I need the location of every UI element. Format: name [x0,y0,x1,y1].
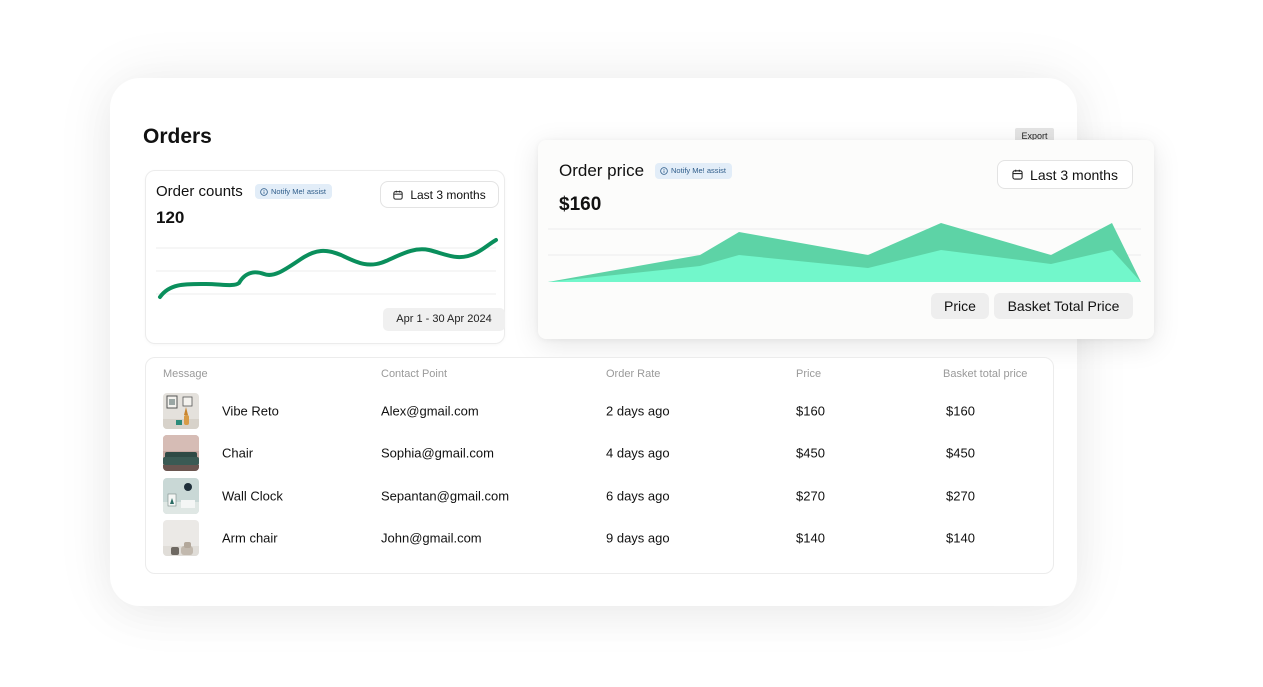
product-name: Wall Clock [222,488,283,504]
column-header-message[interactable]: Message [163,368,208,380]
date-range-chip[interactable]: Apr 1 - 30 Apr 2024 [383,308,505,331]
price-area [548,250,1141,282]
legend-price[interactable]: Price [931,293,989,319]
basket-total-price: $270 [946,488,975,504]
order-price-chart [548,223,1141,282]
order-rate: 6 days ago [606,488,670,504]
info-icon [660,167,668,175]
price-range-label: Last 3 months [1030,166,1118,183]
orders-table: Message Contact Point Order Rate Price B… [145,357,1054,574]
sofa-icon [163,435,199,471]
table-row[interactable]: Arm chair John@gmail.com 9 days ago $140… [146,518,1053,558]
contact-email[interactable]: John@gmail.com [381,530,482,546]
basket-total-price: $140 [946,530,975,546]
order-price-card: Order price Notify Me! assist Last 3 mon… [538,140,1154,339]
contact-email[interactable]: Sophia@gmail.com [381,445,494,461]
column-header-contact-point[interactable]: Contact Point [381,368,448,380]
order-count-value: 120 [156,208,185,227]
product-name: Chair [222,445,254,461]
wall-clock-icon [163,478,199,514]
product-name: Arm chair [222,530,278,546]
price-range-button[interactable]: Last 3 months [997,160,1133,189]
notify-badge-label: Notify Me! assist [271,187,327,196]
price: $270 [796,488,825,504]
page-title: Orders [143,125,212,148]
basket-total-price: $160 [946,403,975,419]
notify-badge-label: Notify Me! assist [671,166,727,175]
contact-email[interactable]: Sepantan@gmail.com [381,488,510,504]
order-rate: 4 days ago [606,445,670,461]
order-price-title: Order price [559,161,645,180]
notify-badge[interactable]: Notify Me! assist [655,163,733,179]
table-row[interactable]: Vibe Reto Alex@gmail.com 2 days ago $160… [146,391,1053,431]
order-count-series-line [158,238,498,299]
order-counts-card: Order counts Notify Me! assist Last 3 mo… [145,170,505,344]
price: $450 [796,445,825,461]
order-price-value: $160 [559,194,602,215]
price: $140 [796,530,825,546]
armchair-icon [163,520,199,556]
order-rate: 9 days ago [606,530,670,546]
price: $160 [796,403,825,419]
column-header-price[interactable]: Price [796,368,822,380]
info-icon [260,187,268,196]
column-header-order-rate[interactable]: Order Rate [606,368,661,380]
order-counts-chart [156,238,498,299]
counts-range-label: Last 3 months [410,187,486,202]
order-counts-title: Order counts [156,183,243,200]
counts-range-button[interactable]: Last 3 months [380,181,499,208]
calendar-icon [1012,169,1023,180]
table-row[interactable]: Wall Clock Sepantan@gmail.com 6 days ago… [146,476,1053,516]
calendar-icon [393,190,403,200]
basket-total-price: $450 [946,445,975,461]
contact-email[interactable]: Alex@gmail.com [381,403,479,419]
product-name: Vibe Reto [222,403,279,419]
column-header-basket-total-price[interactable]: Basket total price [943,368,1028,380]
order-rate: 2 days ago [606,403,670,419]
table-row[interactable]: Chair Sophia@gmail.com 4 days ago $450 $… [146,433,1053,473]
legend-basket-total-price[interactable]: Basket Total Price [994,293,1133,319]
notify-badge[interactable]: Notify Me! assist [255,184,333,199]
vase-decor-icon [163,393,199,429]
